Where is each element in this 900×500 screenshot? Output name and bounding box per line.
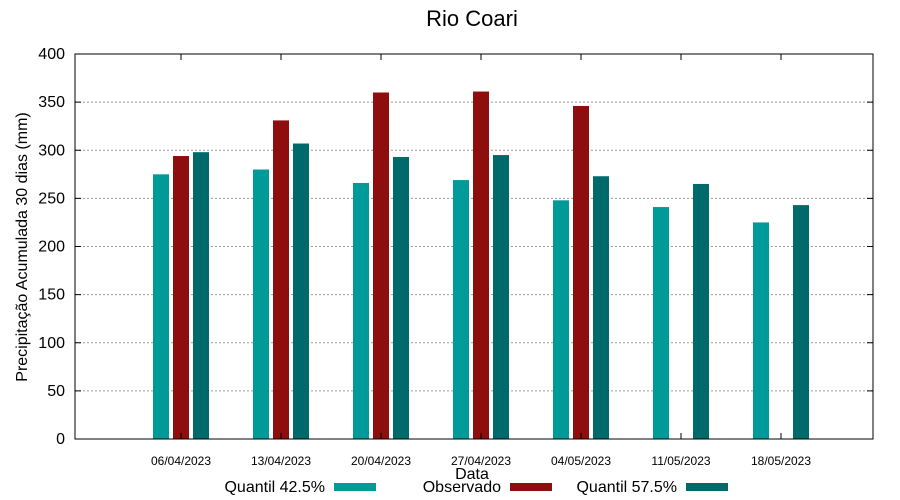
bar-observado xyxy=(173,156,189,439)
y-tick-label: 350 xyxy=(38,94,65,111)
bar-observado xyxy=(273,120,289,439)
legend-swatch xyxy=(510,483,552,491)
bar-q575 xyxy=(393,156,409,440)
legend-label: Quantil 57.5% xyxy=(576,479,677,496)
y-axis-label: Precipitação Acumulada 30 dias (mm) xyxy=(14,112,31,381)
y-axis-ticks: 0 50 100 150 200 250 300 350 400 xyxy=(38,46,873,448)
bar-observado xyxy=(573,105,589,439)
x-tick-label: 20/04/2023 xyxy=(351,454,411,468)
bar-q575 xyxy=(593,176,609,440)
legend-swatch xyxy=(686,483,728,491)
y-tick-label: 400 xyxy=(38,46,65,63)
x-tick-label: 13/04/2023 xyxy=(251,454,311,468)
bar-q425 xyxy=(253,169,269,439)
y-tick-label: 50 xyxy=(47,383,65,400)
bar-q575 xyxy=(793,205,809,439)
bar-q425 xyxy=(553,200,569,439)
bar-q575 xyxy=(493,155,509,439)
legend-swatch xyxy=(334,483,376,491)
x-tick-label: 11/05/2023 xyxy=(651,454,710,468)
y-tick-label: 200 xyxy=(38,239,65,256)
y-tick-label: 300 xyxy=(38,142,65,159)
bar-q425 xyxy=(153,174,169,439)
bar-q425 xyxy=(653,207,669,439)
chart-title: Rio Coari xyxy=(426,6,518,31)
y-tick-label: 100 xyxy=(38,335,65,352)
bar-q575 xyxy=(293,143,309,439)
x-axis-label: Data xyxy=(455,466,489,483)
bar-observado xyxy=(473,91,489,439)
bar-q425 xyxy=(753,222,769,439)
x-axis-ticks: 06/04/2023 13/04/2023 20/04/2023 27/04/2023… xyxy=(151,54,811,468)
x-tick-label: 04/05/2023 xyxy=(551,454,611,468)
x-tick-label: 06/04/2023 xyxy=(151,454,211,468)
legend-label: Observado xyxy=(423,479,501,496)
legend-label: Quantil 42.5% xyxy=(224,479,325,496)
bar-q425 xyxy=(453,180,469,439)
bar-q575 xyxy=(693,183,709,439)
x-tick-label: 18/05/2023 xyxy=(751,454,811,468)
bars xyxy=(153,91,809,440)
bar-q575 xyxy=(193,152,209,440)
y-tick-label: 250 xyxy=(38,190,65,207)
y-tick-label: 0 xyxy=(56,431,65,448)
bar-q425 xyxy=(353,182,369,439)
bar-observado xyxy=(373,92,389,439)
x-tick-label: 27/04/2023 xyxy=(451,454,511,468)
legend: Quantil 42.5% Observado Quantil 57.5% xyxy=(224,479,728,496)
y-tick-label: 150 xyxy=(38,287,65,304)
